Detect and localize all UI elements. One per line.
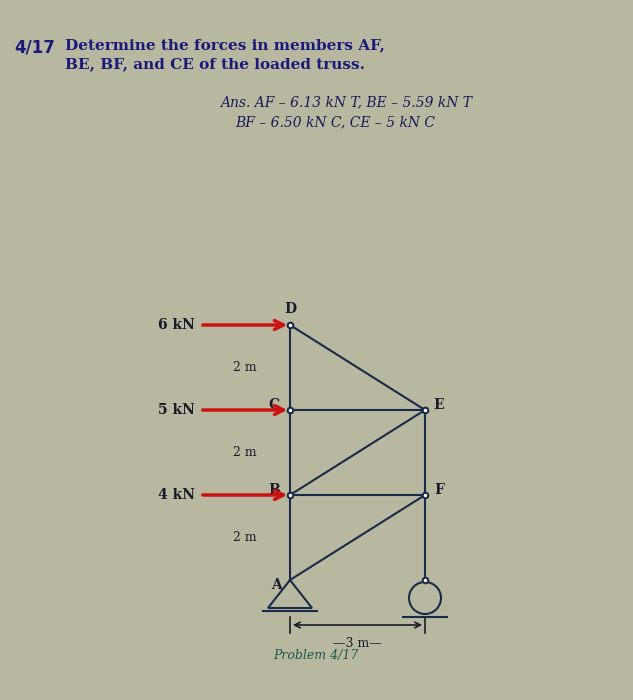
Text: A: A bbox=[271, 578, 282, 592]
Text: B: B bbox=[268, 483, 280, 497]
Text: 2 m: 2 m bbox=[233, 531, 257, 544]
Text: —3 m—: —3 m— bbox=[333, 637, 382, 650]
Text: 6 kN: 6 kN bbox=[158, 318, 195, 332]
Text: F: F bbox=[434, 483, 444, 497]
Text: 4/17: 4/17 bbox=[14, 38, 55, 56]
Text: 2 m: 2 m bbox=[233, 361, 257, 374]
Text: C: C bbox=[268, 398, 280, 412]
Text: 2 m: 2 m bbox=[233, 446, 257, 459]
Text: BE, BF, and CE of the loaded truss.: BE, BF, and CE of the loaded truss. bbox=[65, 57, 365, 71]
Text: E: E bbox=[434, 398, 444, 412]
Text: D: D bbox=[284, 302, 296, 316]
Text: 5 kN: 5 kN bbox=[158, 403, 195, 417]
Text: Determine the forces in members AF,: Determine the forces in members AF, bbox=[65, 38, 385, 52]
Text: Ans. AF – 6.13 kN T, BE – 5.59 kN T: Ans. AF – 6.13 kN T, BE – 5.59 kN T bbox=[220, 95, 472, 109]
Text: 4 kN: 4 kN bbox=[158, 488, 195, 502]
Text: BF – 6.50 kN C, CE – 5 kN C: BF – 6.50 kN C, CE – 5 kN C bbox=[235, 115, 435, 129]
Text: Problem 4/17: Problem 4/17 bbox=[273, 648, 359, 662]
